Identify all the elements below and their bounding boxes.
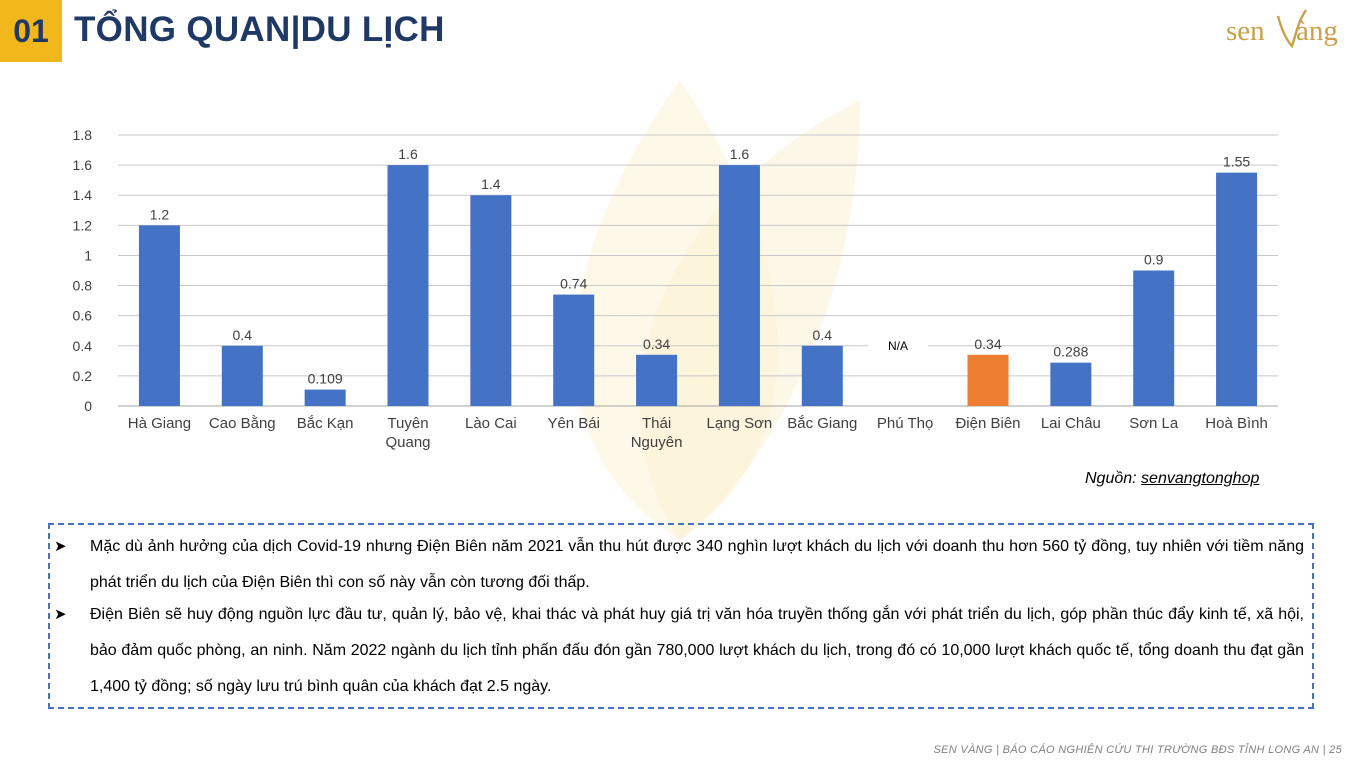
- x-tick-label: Thái: [642, 415, 671, 432]
- x-tick-label: Nguyên: [631, 434, 683, 451]
- footer: SEN VÀNG | BÁO CÁO NGHIÊN CỨU THỊ TRƯỜNG…: [933, 744, 1342, 756]
- x-tick-label: Lạng Sơn: [707, 415, 773, 432]
- x-tick-label: Quang: [385, 434, 430, 451]
- page-title: TỔNG QUAN|DU LỊCH: [74, 10, 445, 49]
- x-tick-label: Phú Thọ: [877, 415, 933, 432]
- note-item: ➤ Mặc dù ảnh hưởng của dịch Covid-19 như…: [50, 529, 1312, 601]
- x-tick-label: Lai Châu: [1041, 415, 1101, 432]
- data-label: 0.74: [560, 276, 587, 292]
- data-label: 1.6: [730, 146, 750, 162]
- na-label: N/A: [868, 334, 928, 358]
- data-label: 1.55: [1223, 154, 1250, 170]
- bar: [138, 225, 180, 406]
- data-label: 0.109: [308, 371, 343, 387]
- x-tick-label: Sơn La: [1129, 415, 1179, 432]
- data-label: 0.4: [233, 327, 253, 343]
- notes-box: ➤ Mặc dù ảnh hưởng của dịch Covid-19 như…: [48, 523, 1314, 709]
- x-tick-label: Hoà Bình: [1205, 415, 1268, 432]
- note-text: Mặc dù ảnh hưởng của dịch Covid-19 nhưng…: [90, 538, 1304, 591]
- data-label: 1.2: [150, 206, 170, 222]
- bar: [967, 354, 1009, 406]
- x-tick-label: Hà Giang: [128, 415, 191, 432]
- source-link[interactable]: senvangtonghop: [1141, 470, 1260, 487]
- note-text: Điện Biên sẽ huy động nguồn lực đầu tư, …: [90, 606, 1304, 695]
- bar: [1133, 270, 1175, 406]
- bar: [636, 354, 678, 406]
- note-item: ➤ Điện Biên sẽ huy động nguồn lực đầu tư…: [50, 597, 1312, 705]
- x-tick-label: Yên Bái: [547, 415, 600, 432]
- y-tick-label: 1.2: [73, 217, 93, 233]
- source-label: Nguồn:: [1085, 470, 1137, 487]
- data-label: 0.34: [974, 336, 1001, 352]
- bar: [718, 165, 760, 406]
- bar: [304, 389, 346, 406]
- bar: [470, 195, 512, 406]
- x-tick-label: Bắc Kạn: [297, 415, 354, 432]
- y-tick-label: 1.8: [73, 127, 93, 143]
- bar: [221, 345, 263, 406]
- x-tick-label: Tuyên: [387, 415, 428, 432]
- bar: [1050, 362, 1092, 406]
- y-tick-label: 0.2: [73, 368, 93, 384]
- y-tick-label: 1.6: [73, 157, 93, 173]
- data-label: 0.288: [1053, 344, 1088, 360]
- x-tick-label: Cao Bằng: [209, 415, 276, 432]
- data-label: 1.4: [481, 176, 501, 192]
- data-label: 1.6: [398, 146, 418, 162]
- x-tick-label: Điện Biên: [955, 415, 1020, 432]
- y-tick-label: 0.8: [73, 278, 93, 294]
- bar: [1216, 172, 1258, 406]
- bar-chart: 0 0.2 0.4 0.6 0.8 1 1.2 1.4 1.6 1.8 1.2 0.4 0.109 1.…: [73, 127, 1278, 451]
- y-tick-label: 0: [84, 398, 92, 414]
- arrowhead-bullet-icon: ➤: [54, 538, 67, 555]
- bar: [387, 165, 429, 406]
- y-tick-label: 0.4: [73, 338, 93, 354]
- y-tick-label: 1: [84, 247, 92, 263]
- source-note: Nguồn: senvangtonghop: [1085, 470, 1259, 488]
- arrowhead-bullet-icon: ➤: [54, 606, 67, 623]
- x-tick-label: Bắc Giang: [787, 415, 857, 432]
- svg-text:àng: àng: [1296, 15, 1338, 47]
- slide-number: 01: [0, 0, 62, 62]
- y-tick-label: 1.4: [73, 187, 93, 203]
- data-label: 0.4: [813, 327, 833, 343]
- y-tick-label: 0.6: [73, 308, 93, 324]
- svg-text:sen: sen: [1226, 15, 1265, 47]
- bar: [553, 294, 595, 406]
- bar: [801, 345, 843, 406]
- data-label: 0.9: [1144, 252, 1164, 268]
- data-label: 0.34: [643, 336, 670, 352]
- sen-vang-logo: sen àng: [1226, 9, 1338, 49]
- x-tick-label: Lào Cai: [465, 415, 517, 432]
